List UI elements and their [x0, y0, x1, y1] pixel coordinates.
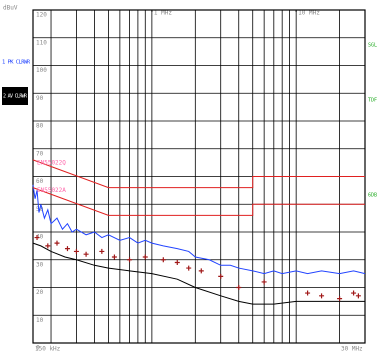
marker: [54, 240, 60, 246]
marker: [127, 257, 133, 263]
y-tick-label: 20: [36, 289, 44, 296]
marker: [111, 254, 117, 260]
marker: [83, 251, 89, 257]
marker: [236, 285, 242, 290]
marker: [337, 296, 343, 302]
limit-label: EN55022A: [37, 187, 66, 194]
y-tick-label: 90: [36, 95, 44, 102]
y-tick-label: 110: [36, 39, 47, 46]
marker: [186, 265, 192, 271]
y-tick-label: 0: [36, 345, 40, 352]
trace-label-box: [2, 87, 28, 105]
y-tick-label: 30: [36, 261, 44, 268]
y-tick-label: 120: [36, 12, 47, 19]
x-tick-label: 150 kHz: [35, 346, 61, 353]
marker: [355, 293, 361, 299]
trace-line: [32, 187, 365, 216]
marker: [198, 268, 204, 274]
side-label: SGL: [368, 43, 377, 49]
trace-line: [32, 242, 365, 305]
marker: [351, 290, 357, 296]
marker: [64, 246, 70, 252]
y-tick-label: 70: [36, 150, 44, 157]
y-tick-label: 40: [36, 234, 44, 241]
marker: [319, 293, 325, 299]
y-tick-label: 60: [36, 178, 44, 185]
trace-line: [32, 159, 365, 189]
y-tick-label: 80: [36, 123, 44, 130]
x-tick-label: 1 MHz: [154, 10, 172, 17]
side-label: 6DB: [368, 193, 377, 199]
x-tick-label: 30 MHz: [341, 346, 363, 353]
marker: [174, 260, 180, 266]
limit-label: EN55022Q: [37, 159, 66, 166]
marker: [45, 243, 51, 249]
marker: [160, 257, 166, 263]
y-tick-label: 100: [36, 67, 47, 74]
x-tick-label: 10 MHz: [298, 10, 320, 17]
marker: [73, 248, 79, 254]
trace-line: [32, 184, 366, 275]
marker: [99, 248, 105, 254]
marker: [261, 279, 267, 285]
y-tick-label: 10: [36, 317, 44, 324]
y-axis-label: dBuV: [3, 5, 18, 12]
side-label: TDF: [368, 98, 377, 104]
marker: [218, 273, 224, 279]
marker: [34, 235, 40, 241]
marker: [142, 254, 148, 260]
marker: [305, 290, 311, 296]
trace-label: 2 AV CLRWR: [3, 94, 28, 100]
trace-label: 1 PK CLRWR: [2, 60, 31, 66]
